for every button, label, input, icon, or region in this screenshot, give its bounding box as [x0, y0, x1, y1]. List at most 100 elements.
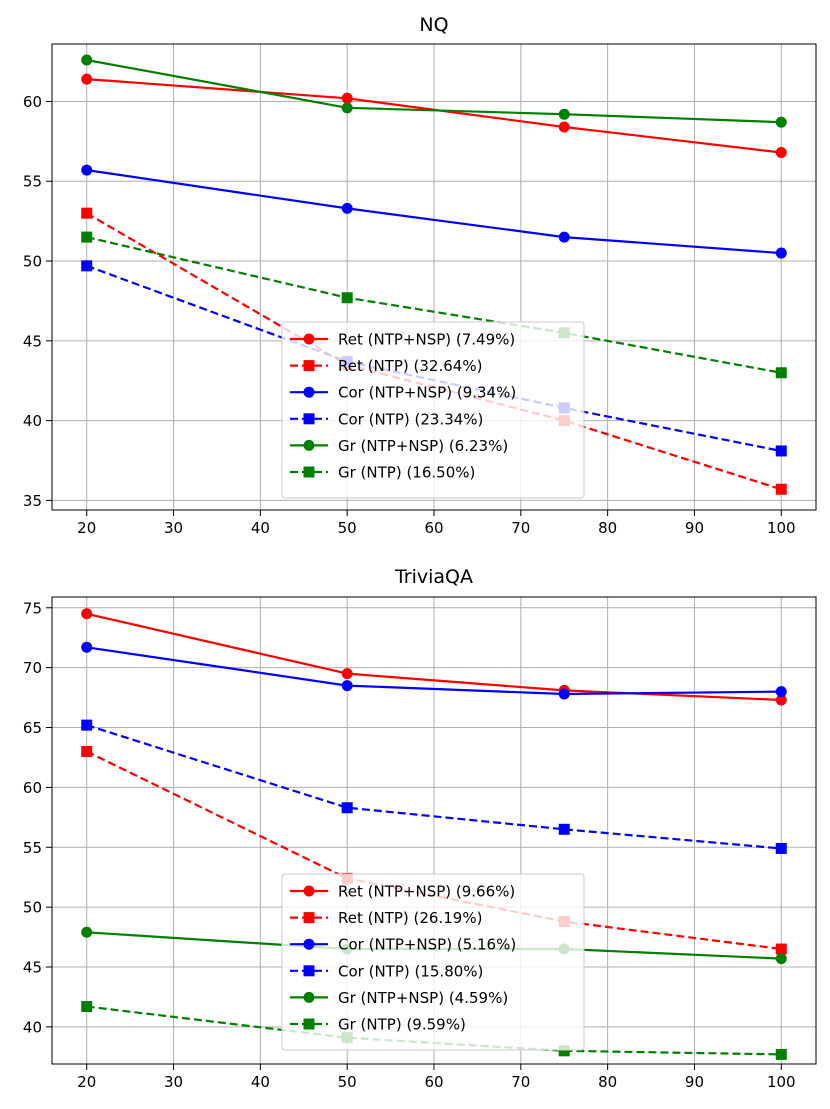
- data-point: [81, 745, 93, 757]
- legend-label: Gr (NTP) (16.50%): [338, 464, 475, 482]
- x-tick-label: 70: [511, 1073, 530, 1091]
- x-tick-label: 50: [338, 1073, 357, 1091]
- data-point: [558, 108, 570, 120]
- x-tick-label: 40: [251, 1073, 270, 1091]
- data-point: [341, 668, 353, 680]
- y-tick-label: 60: [23, 93, 42, 111]
- legend-label: Cor (NTP+NSP) (9.34%): [338, 384, 516, 402]
- data-point: [341, 292, 353, 304]
- y-tick-label: 40: [23, 412, 42, 430]
- legend-label: Cor (NTP) (15.80%): [338, 962, 483, 980]
- x-tick-label: 90: [685, 1073, 704, 1091]
- chart-title: NQ: [419, 14, 448, 36]
- legend-marker: [303, 965, 315, 977]
- series-line: [86, 236, 782, 374]
- data-point: [558, 231, 570, 243]
- axes-frame: [51, 596, 817, 1065]
- y-tick-label: 75: [23, 599, 42, 617]
- legend-marker: [303, 439, 315, 451]
- legend-box: [281, 321, 585, 499]
- legend: Ret (NTP+NSP) (7.49%) Ret (NTP) (32.64%) C…: [281, 321, 585, 499]
- legend-box: [281, 873, 585, 1051]
- series-line: [86, 724, 782, 850]
- legend-label: Ret (NTP+NSP) (9.66%): [338, 883, 515, 901]
- legend-marker: [303, 1018, 315, 1030]
- legend-label: Ret (NTP+NSP) (7.49%): [338, 331, 515, 349]
- data-point: [775, 943, 787, 955]
- legend-marker: [303, 413, 315, 425]
- legend: Ret (NTP+NSP) (9.66%) Ret (NTP) (26.19%) C…: [281, 873, 585, 1051]
- data-point: [81, 54, 93, 66]
- x-tick-label: 20: [77, 1073, 96, 1091]
- legend-label: Gr (NTP) (9.59%): [338, 1016, 466, 1034]
- legend-marker: [303, 386, 315, 398]
- data-point: [81, 608, 93, 620]
- series-line: [86, 612, 782, 702]
- data-point: [81, 164, 93, 176]
- y-tick-label: 55: [23, 839, 42, 857]
- data-point: [341, 92, 353, 104]
- legend-label: Ret (NTP) (26.19%): [338, 909, 482, 927]
- data-point: [558, 823, 570, 835]
- data-point: [81, 73, 93, 85]
- legend-marker: [303, 333, 315, 345]
- y-tick-label: 40: [23, 1018, 42, 1036]
- legend-marker: [303, 360, 315, 372]
- y-tick-label: 70: [23, 659, 42, 677]
- x-tick-label: 80: [598, 519, 617, 537]
- data-point: [775, 445, 787, 457]
- legend-marker: [303, 938, 315, 950]
- data-point: [81, 641, 93, 653]
- legend-marker: [303, 991, 315, 1003]
- x-tick-label: 50: [338, 519, 357, 537]
- x-tick-label: 60: [424, 519, 443, 537]
- data-point: [341, 202, 353, 214]
- legend-marker: [303, 885, 315, 897]
- x-tick-label: 20: [77, 519, 96, 537]
- x-tick-label: 30: [164, 1073, 183, 1091]
- data-point: [81, 1001, 93, 1013]
- data-point: [775, 694, 787, 706]
- data-point: [341, 802, 353, 814]
- data-point: [775, 842, 787, 854]
- legend-marker: [303, 466, 315, 478]
- series-line: [86, 1005, 782, 1056]
- data-point: [81, 260, 93, 272]
- y-tick-label: 65: [23, 719, 42, 737]
- y-tick-label: 45: [23, 959, 42, 977]
- chart-panel-2: TriviaQA 20 30 40 50 60 70 80 90 100 40 45 50 55 60 65 7…: [23, 566, 817, 1091]
- data-point: [775, 147, 787, 159]
- data-point: [81, 207, 93, 219]
- data-point: [341, 680, 353, 692]
- legend-marker: [303, 912, 315, 924]
- y-tick-label: 60: [23, 779, 42, 797]
- data-point: [775, 247, 787, 259]
- x-tick-label: 60: [424, 1073, 443, 1091]
- series-line: [86, 169, 782, 255]
- x-tick-label: 40: [251, 519, 270, 537]
- x-tick-label: 100: [767, 1073, 796, 1091]
- data-point: [81, 231, 93, 243]
- y-tick-label: 55: [23, 173, 42, 191]
- series-line: [86, 646, 782, 696]
- data-point: [558, 121, 570, 133]
- legend-label: Gr (NTP+NSP) (6.23%): [338, 437, 508, 455]
- data-point: [81, 719, 93, 731]
- legend-label: Ret (NTP) (32.64%): [338, 357, 482, 375]
- legend-label: Cor (NTP) (23.34%): [338, 410, 483, 428]
- data-point: [775, 1048, 787, 1060]
- y-tick-label: 35: [23, 492, 42, 510]
- x-tick-label: 90: [685, 519, 704, 537]
- series-line: [86, 58, 782, 124]
- data-point: [775, 686, 787, 698]
- data-point: [558, 688, 570, 700]
- x-tick-label: 100: [767, 519, 796, 537]
- x-tick-label: 70: [511, 519, 530, 537]
- y-tick-label: 50: [23, 899, 42, 917]
- data-point: [558, 1045, 570, 1057]
- legend-label: Cor (NTP+NSP) (5.16%): [338, 936, 516, 954]
- axes-frame: [51, 43, 817, 511]
- y-tick-label: 45: [23, 332, 42, 350]
- data-point: [775, 953, 787, 965]
